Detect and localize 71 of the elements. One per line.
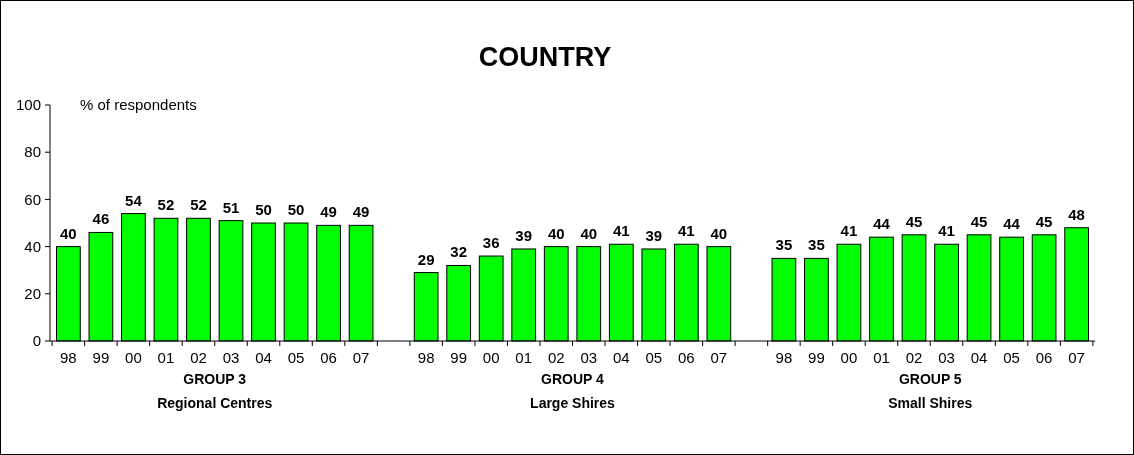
text: GROUP 4 Large Shires (530, 371, 616, 411)
data-label: 46 (92, 210, 110, 228)
data-label: 45 (1035, 212, 1053, 230)
x-tick-label: 02 (905, 349, 923, 366)
x-tick-label: 05 (645, 349, 663, 366)
x-tick-label: 00 (482, 349, 500, 366)
x-tick-label: 98 (775, 349, 793, 366)
data-label: 41 (840, 222, 858, 240)
y-tick-label: 20 (24, 285, 41, 303)
x-tick-label: 07 (710, 349, 728, 366)
data-label: 50 (287, 201, 305, 218)
data-label: 39 (515, 226, 533, 244)
data-label: 40 (60, 224, 77, 242)
x-tick-label: 05 (287, 349, 305, 366)
x-tick-label: 06 (320, 349, 337, 366)
y-tick-label: 40 (24, 237, 41, 255)
x-tick-label: 01 (515, 349, 533, 366)
data-label: 40 (547, 224, 565, 242)
data-label: 49 (320, 203, 337, 221)
data-label: 45 (905, 212, 923, 230)
data-label: 39 (645, 226, 663, 244)
chart-title: COUNTRY (478, 42, 612, 72)
text: GROUP 3 Regional Centres (157, 371, 273, 411)
data-label: 45 (970, 212, 988, 230)
data-label: 48 (1068, 205, 1085, 223)
x-tick-label: 99 (808, 349, 825, 366)
data-label: 35 (775, 236, 793, 254)
x-tick-label: 05 (1003, 349, 1020, 366)
data-label: 50 (255, 201, 272, 218)
data-label: 44 (1003, 215, 1021, 233)
y-tick-label: 0 (32, 332, 41, 350)
x-tick-label: 98 (417, 349, 435, 366)
x-tick-label: 00 (125, 349, 142, 366)
x-tick-label: 99 (450, 349, 468, 366)
data-label: 41 (612, 222, 630, 240)
y-tick-label: 60 (24, 190, 41, 208)
x-tick-label: 01 (873, 349, 890, 366)
x-tick-label: 99 (92, 349, 110, 366)
data-label: 36 (482, 234, 500, 252)
data-label: 41 (938, 222, 955, 240)
data-label: 49 (352, 203, 370, 221)
data-label: 32 (450, 243, 468, 261)
x-tick-label: 02 (547, 349, 565, 366)
data-label: 41 (677, 222, 695, 240)
data-label: 44 (873, 215, 891, 233)
x-tick-label: 03 (938, 349, 955, 366)
x-tick-label: 02 (190, 349, 207, 366)
x-tick-label: 04 (612, 349, 630, 366)
y-axis-title: % of respondents (80, 96, 197, 114)
data-label: 51 (222, 198, 240, 216)
x-tick-label: 98 (60, 349, 77, 366)
x-tick-label: 07 (1068, 349, 1085, 366)
x-tick-label: 06 (677, 349, 695, 366)
data-label: 40 (580, 224, 598, 242)
data-label: 29 (417, 250, 435, 268)
data-label: 52 (157, 196, 175, 214)
x-tick-label: 04 (970, 349, 988, 366)
data-label: 35 (808, 236, 825, 254)
x-tick-label: 07 (352, 349, 370, 366)
x-tick-label: 01 (157, 349, 175, 366)
x-tick-label: 03 (580, 349, 598, 366)
y-tick-label: 80 (24, 143, 41, 161)
data-label: 40 (710, 224, 728, 242)
x-tick-label: 03 (222, 349, 240, 366)
y-tick-label: 100 (15, 96, 41, 114)
x-tick-label: 04 (255, 349, 272, 366)
data-label: 52 (190, 196, 207, 214)
text: GROUP 5 Small Shires (888, 371, 973, 411)
x-tick-label: 00 (840, 349, 858, 366)
data-label: 54 (125, 191, 143, 209)
x-tick-label: 06 (1035, 349, 1053, 366)
